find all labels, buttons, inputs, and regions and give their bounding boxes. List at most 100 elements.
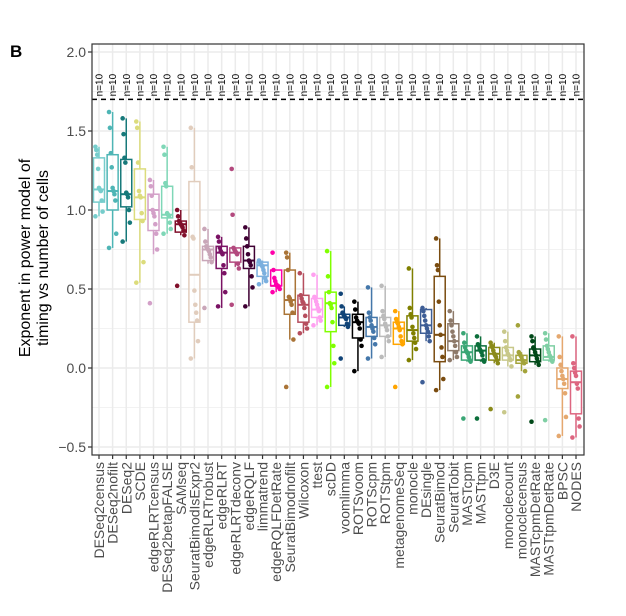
- data-point: [263, 278, 269, 284]
- data-point: [243, 225, 248, 230]
- data-point: [558, 362, 563, 368]
- box-BPSC: [556, 334, 569, 439]
- data-point: [413, 346, 419, 352]
- data-point: [94, 152, 100, 157]
- box-edgeRLRT: [215, 234, 228, 309]
- data-point: [385, 334, 391, 339]
- data-point: [167, 220, 173, 225]
- data-point: [411, 335, 417, 341]
- data-point: [397, 327, 403, 333]
- box-ROTStpm: [378, 283, 392, 360]
- box-MASTcpmDetRate: [528, 334, 542, 425]
- n-label: n=10: [449, 73, 460, 96]
- n-label: n=10: [381, 73, 392, 96]
- data-point: [188, 356, 194, 361]
- x-tick-label: SeuratTobit: [445, 462, 461, 533]
- n-label: n=10: [108, 73, 119, 96]
- x-tick-label: DESeq2: [118, 462, 134, 514]
- data-point: [136, 188, 142, 194]
- x-tick-label: scDD: [323, 462, 339, 496]
- data-point: [557, 354, 562, 360]
- x-tick-label: DESeq2betapFALSE: [159, 462, 175, 593]
- box-NODES: [569, 334, 583, 440]
- data-point: [447, 357, 453, 363]
- data-point: [449, 323, 454, 328]
- data-point: [422, 318, 428, 323]
- x-tick-label: D3E: [486, 462, 502, 489]
- data-point: [559, 368, 564, 374]
- data-point: [386, 338, 392, 344]
- data-point: [453, 349, 459, 355]
- data-point: [297, 330, 303, 336]
- n-label: n=10: [135, 73, 146, 96]
- data-point: [290, 310, 295, 316]
- data-point: [529, 419, 534, 425]
- data-point: [577, 424, 582, 429]
- data-point: [126, 207, 132, 213]
- data-point: [154, 247, 160, 252]
- data-point: [338, 356, 344, 361]
- data-point: [100, 209, 105, 214]
- x-tick-label: DESeq2nofilt: [105, 462, 121, 544]
- data-point: [191, 236, 196, 241]
- data-point: [182, 232, 187, 238]
- data-point: [161, 231, 166, 236]
- y-ticks: −0.5 0.0 0.5 1.0 1.5 2.0: [58, 44, 92, 455]
- x-tick-label: monoclecensus: [513, 462, 529, 559]
- data-point: [441, 376, 446, 382]
- data-point: [98, 188, 104, 194]
- data-point: [147, 300, 153, 306]
- data-point: [436, 299, 442, 304]
- data-point: [426, 334, 432, 339]
- data-point: [509, 364, 514, 369]
- x-ticks: DESeq2censusDESeq2nofiltDESeq2SCDEedgeRL…: [91, 455, 584, 593]
- data-point: [283, 250, 289, 255]
- data-point: [127, 220, 133, 225]
- data-point: [574, 381, 580, 387]
- box-metagenomeSeq: [392, 308, 406, 390]
- data-point: [515, 394, 521, 399]
- data-point: [163, 184, 169, 189]
- panel-label: B: [10, 42, 23, 61]
- data-point: [302, 305, 307, 311]
- data-point: [366, 310, 372, 316]
- box-D3E: [487, 340, 501, 412]
- data-point: [153, 221, 158, 227]
- n-label: n=10: [176, 73, 187, 96]
- data-point: [359, 343, 364, 349]
- x-tick-label: BPSC: [554, 462, 570, 500]
- data-point: [380, 308, 385, 314]
- data-point: [107, 125, 113, 131]
- data-point: [435, 267, 441, 273]
- data-point: [208, 255, 214, 260]
- y-axis-title-line1: Exponent in power model of: [17, 158, 34, 357]
- data-point: [339, 304, 344, 309]
- data-point: [461, 416, 466, 421]
- n-label: n=10: [313, 73, 324, 96]
- box-iqr: [283, 269, 297, 316]
- n-label: n=10: [258, 73, 269, 96]
- data-point: [216, 239, 222, 244]
- data-point: [450, 329, 455, 334]
- data-point: [560, 376, 566, 382]
- x-tick-label: MASTcpmDetRate: [527, 462, 543, 577]
- data-point: [120, 116, 125, 121]
- data-point: [440, 354, 445, 360]
- data-point: [409, 315, 414, 320]
- data-point: [550, 359, 555, 364]
- data-point: [573, 373, 579, 379]
- n-label: n=10: [244, 73, 255, 96]
- box-ROTSvoom: [351, 299, 365, 374]
- n-label: n=10: [422, 73, 433, 96]
- data-point: [326, 289, 332, 295]
- data-point: [250, 285, 255, 290]
- data-point: [406, 357, 412, 363]
- data-point: [189, 165, 194, 170]
- data-point: [277, 286, 283, 292]
- data-point: [461, 330, 466, 336]
- x-tick-label: voomlimma: [336, 462, 352, 534]
- x-tick-label: ttest: [309, 462, 325, 489]
- box-iqr: [351, 313, 365, 339]
- data-point: [329, 305, 334, 311]
- n-label: n=10: [462, 73, 473, 96]
